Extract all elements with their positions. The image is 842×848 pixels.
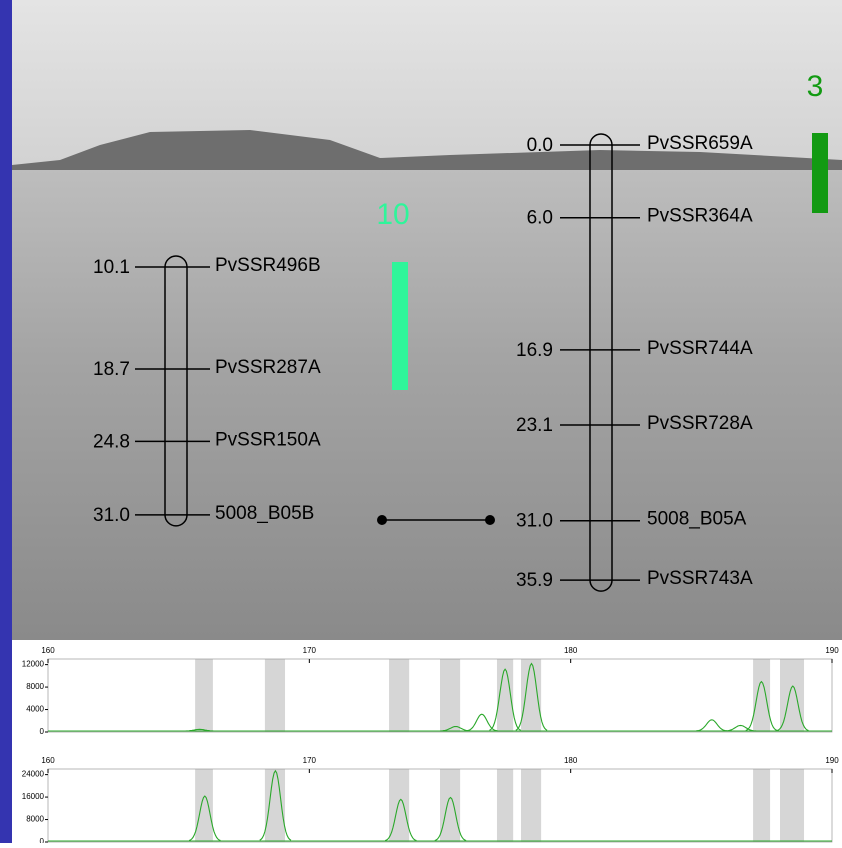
marker-position: 24.8 — [93, 431, 130, 452]
bin — [389, 659, 409, 732]
group-label: 10 — [376, 198, 409, 231]
marker-position: 31.0 — [516, 511, 553, 532]
marker-position: 16.9 — [516, 340, 553, 361]
bin — [265, 659, 285, 732]
figure: 10 10.1 PvSSR496B 18.7 PvSSR287A 24.8 PvSSR150… — [0, 0, 842, 843]
y-tick-label: 12000 — [22, 660, 45, 669]
bin — [497, 769, 513, 842]
marker-position: 31.0 — [93, 505, 130, 526]
marker-name: 5008_B05B — [215, 503, 314, 524]
marker-position: 18.7 — [93, 359, 130, 380]
y-tick-label: 0 — [40, 837, 45, 843]
electropherograms: 160 170 180 190 0 4000 8000 12000 160 170 180 190 0 8… — [22, 646, 839, 843]
bin — [753, 769, 770, 842]
marker-name: PvSSR496B — [215, 255, 321, 276]
x-tick-label: 170 — [303, 756, 317, 765]
connector-end — [485, 515, 495, 525]
marker-name: PvSSR744A — [647, 338, 753, 359]
marker-name: PvSSR743A — [647, 568, 753, 589]
marker-name: PvSSR728A — [647, 413, 753, 434]
marker-name: PvSSR287A — [215, 357, 321, 378]
bin — [440, 769, 460, 842]
marker-name: PvSSR364A — [647, 206, 753, 227]
x-tick-label: 190 — [825, 756, 839, 765]
bin — [195, 769, 213, 842]
marker-position: 0.0 — [527, 135, 553, 156]
x-tick-label: 170 — [303, 646, 317, 655]
y-tick-label: 8000 — [26, 815, 44, 824]
bin — [195, 659, 213, 732]
marker-position: 10.1 — [93, 257, 130, 278]
x-tick-label: 180 — [564, 646, 578, 655]
peak — [696, 720, 727, 731]
marker-name: PvSSR659A — [647, 133, 753, 154]
marker-position: 23.1 — [516, 415, 553, 436]
connector-end — [377, 515, 387, 525]
marker-name: PvSSR150A — [215, 429, 321, 450]
y-tick-label: 8000 — [26, 682, 44, 691]
marker-position: 35.9 — [516, 570, 553, 591]
side-strip — [0, 0, 12, 843]
bin — [521, 659, 541, 732]
y-tick-label: 16000 — [22, 792, 45, 801]
group-bar — [392, 262, 408, 390]
marker-name: 5008_B05A — [647, 509, 747, 530]
bin — [780, 769, 804, 842]
x-tick-label: 190 — [825, 646, 839, 655]
x-tick-label: 180 — [564, 756, 578, 765]
x-tick-label: 160 — [41, 756, 55, 765]
y-tick-label: 24000 — [22, 770, 45, 779]
bin — [521, 769, 541, 842]
peak — [725, 725, 756, 731]
group-label: 3 — [807, 70, 824, 103]
bin — [753, 659, 770, 732]
y-tick-label: 4000 — [26, 705, 44, 714]
group-bar — [812, 133, 828, 213]
x-tick-label: 160 — [41, 646, 55, 655]
bin — [440, 659, 460, 732]
peak — [466, 714, 497, 731]
y-tick-label: 0 — [40, 727, 45, 736]
marker-position: 6.0 — [527, 208, 553, 229]
